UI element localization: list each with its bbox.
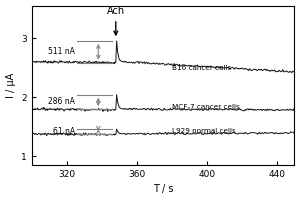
Text: L929 normal cells: L929 normal cells bbox=[172, 128, 236, 134]
Text: 61 nA: 61 nA bbox=[52, 127, 75, 136]
X-axis label: T / s: T / s bbox=[153, 184, 173, 194]
Text: 286 nA: 286 nA bbox=[48, 97, 75, 106]
Text: B16 cancer cells: B16 cancer cells bbox=[172, 65, 231, 71]
Text: MCF-7 cancer cells: MCF-7 cancer cells bbox=[172, 104, 240, 110]
Y-axis label: I / μA: I / μA bbox=[6, 73, 16, 98]
Text: Ach: Ach bbox=[107, 6, 125, 35]
Text: 511 nA: 511 nA bbox=[48, 47, 75, 56]
